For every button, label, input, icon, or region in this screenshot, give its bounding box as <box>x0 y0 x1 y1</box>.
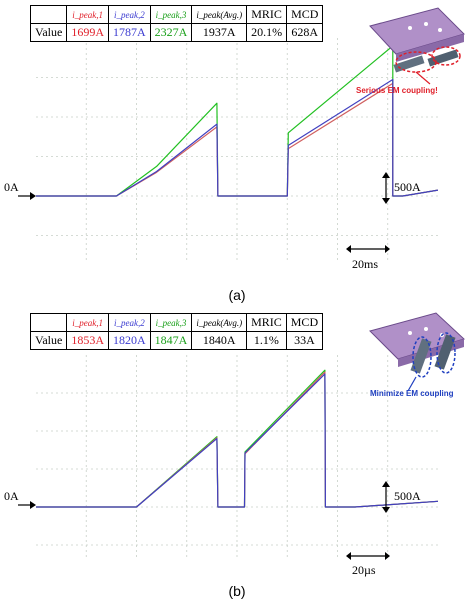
header-ipeak2: i_peak,2 <box>108 5 151 24</box>
scope-plot-b <box>36 355 438 557</box>
scale-bar-b <box>382 481 390 513</box>
busbar-illustration-a <box>369 7 465 85</box>
inset-label-a: Serious EM coupling! <box>356 86 438 95</box>
caption-a: (a) <box>228 287 246 303</box>
zero-level-label-b: 0A <box>4 489 19 503</box>
panel-b: i_peak,1 i_peak,2 i_peak,3 i_peak(Avg.) … <box>0 305 474 601</box>
table-corner <box>29 313 68 332</box>
value-ipeak-avg: 1840A <box>191 331 248 350</box>
header-mric: MRIC <box>246 313 287 332</box>
trace-b-2 <box>36 373 438 508</box>
zero-marker-b <box>18 501 36 509</box>
panel-a: i_peak,1 i_peak,2 i_peak,3 i_peak(Avg.) … <box>4 5 465 303</box>
time-label-a: 20ms <box>352 257 379 271</box>
header-ipeak1: i_peak,1 <box>66 5 109 24</box>
header-mcd: MCD <box>285 313 324 332</box>
scope-plot-a <box>36 38 438 262</box>
zero-marker-a <box>18 192 36 200</box>
header-ipeak-avg: i_peak(Avg.) <box>191 313 248 332</box>
value-ipeak1: 1853A <box>66 331 109 350</box>
header-mric: MRIC <box>246 5 288 24</box>
inset-label-b: Minimize EM coupling <box>370 389 454 398</box>
value-mric: 20.1% <box>246 23 288 42</box>
value-ipeak1: 1699A <box>66 23 109 42</box>
scale-label-a: 500A <box>394 180 421 194</box>
header-mcd: MCD <box>286 5 324 24</box>
time-scale-bar-a <box>346 245 390 253</box>
table-corner <box>29 5 68 24</box>
scale-label-b: 500A <box>394 489 421 503</box>
value-mric: 1.1% <box>246 331 287 350</box>
scope-display-b <box>36 321 438 561</box>
measurement-table-a: i_peak,1 i_peak,2 i_peak,3 i_peak(Avg.) … <box>29 5 324 42</box>
row-label-value: Value <box>29 23 68 42</box>
value-ipeak2: 1787A <box>108 23 151 42</box>
scope-display-a <box>36 18 438 266</box>
header-ipeak3: i_peak,3 <box>149 313 193 332</box>
header-ipeak3: i_peak,3 <box>149 5 193 24</box>
header-ipeak-avg: i_peak(Avg.) <box>191 5 248 24</box>
value-ipeak-avg: 1937A <box>191 23 248 42</box>
time-label-b: 20µs <box>352 563 376 577</box>
header-ipeak1: i_peak,1 <box>66 313 109 332</box>
caption-b: (b) <box>228 583 246 599</box>
time-scale-bar-b <box>346 552 390 560</box>
value-mcd: 628A <box>286 23 324 42</box>
zero-level-label-a: 0A <box>4 180 19 194</box>
value-mcd: 33A <box>285 331 324 350</box>
busbar-illustration-b <box>369 312 465 392</box>
value-ipeak3: 2327A <box>149 23 193 42</box>
scale-bar-a <box>382 172 390 204</box>
trace-a-2 <box>36 78 438 197</box>
row-label-value: Value <box>29 331 68 350</box>
value-ipeak2: 1820A <box>108 331 151 350</box>
measurement-table-b: i_peak,1 i_peak,2 i_peak,3 i_peak(Avg.) … <box>29 313 324 350</box>
value-ipeak3: 1847A <box>149 331 193 350</box>
header-ipeak2: i_peak,2 <box>108 313 151 332</box>
